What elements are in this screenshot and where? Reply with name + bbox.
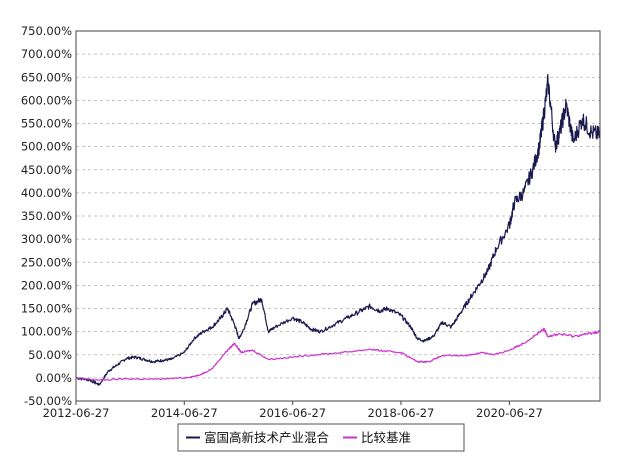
y-tick-label: 350.00% — [21, 209, 72, 223]
y-tick-label: 400.00% — [21, 186, 72, 200]
grid-layer — [76, 53, 600, 379]
x-tick-label: 2020-06-27 — [476, 406, 543, 420]
y-tick-label: 700.00% — [21, 47, 72, 61]
y-tick-label: 450.00% — [21, 163, 72, 177]
legend-box — [177, 423, 465, 452]
x-tick-label: 2014-06-27 — [151, 406, 218, 420]
x-tick-label: 2016-06-27 — [259, 406, 326, 420]
y-tick-label: 300.00% — [21, 232, 72, 246]
y-tick-label: 550.00% — [21, 117, 72, 131]
y-tick-label: 150.00% — [21, 302, 72, 316]
legend: 富国高新技术产业混合 比较基准 — [177, 423, 465, 452]
y-tick-label: 750.00% — [21, 24, 72, 38]
legend-label: 比较基准 — [361, 430, 411, 445]
legend-label: 富国高新技术产业混合 — [204, 430, 330, 445]
x-tick-label: 2018-06-27 — [368, 406, 435, 420]
y-axis-ticks: -50.00% 0.00% 50.00% 100.00% 150.00% 200.00% 2… — [21, 24, 72, 408]
y-tick-label: 0.00% — [35, 371, 72, 385]
series-line-1 — [75, 73, 601, 386]
y-tick-label: 100.00% — [21, 325, 72, 339]
plot-frame — [75, 30, 601, 402]
y-tick-label: 50.00% — [28, 348, 72, 362]
y-tick-label: 600.00% — [21, 93, 72, 107]
y-tick-label: -50.00% — [24, 394, 72, 408]
y-tick-label: 500.00% — [21, 140, 72, 154]
x-tick-label: 2012-06-27 — [43, 406, 110, 420]
y-tick-label: 200.00% — [21, 278, 72, 292]
y-tick-label: 250.00% — [21, 255, 72, 269]
x-axis-ticks: 2012-06-27 2014-06-27 2016-06-27 2018-06-27… — [43, 401, 543, 420]
series-line-2 — [75, 327, 601, 381]
series-layer — [75, 73, 601, 386]
y-tick-label: 650.00% — [21, 70, 72, 84]
